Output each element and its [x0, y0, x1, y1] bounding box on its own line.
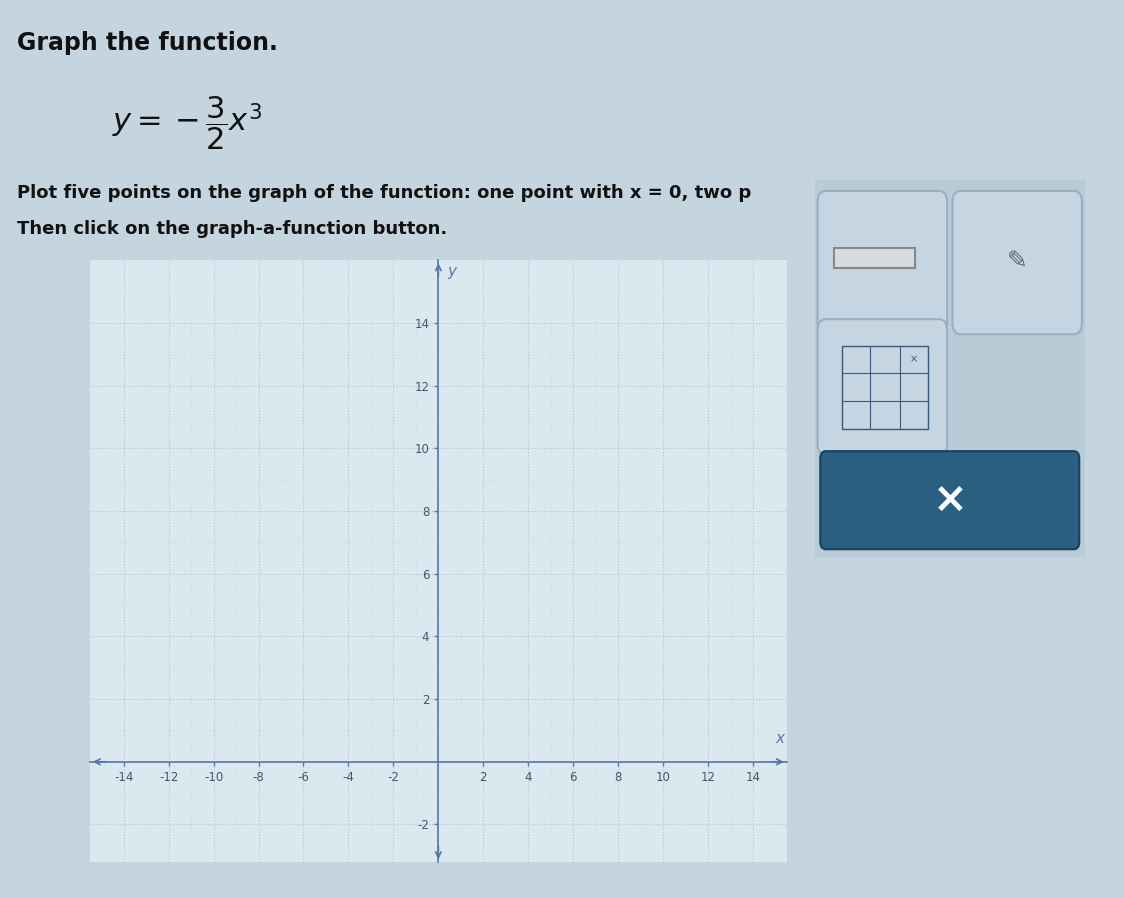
Text: ×: × — [910, 354, 918, 365]
Text: $y=-\dfrac{3}{2}x^{3}$: $y=-\dfrac{3}{2}x^{3}$ — [112, 94, 263, 152]
FancyBboxPatch shape — [817, 319, 948, 455]
Text: ▭: ▭ — [870, 249, 895, 273]
FancyBboxPatch shape — [809, 172, 1090, 564]
Text: ✎: ✎ — [1007, 249, 1027, 273]
Text: Graph the function.: Graph the function. — [17, 31, 278, 56]
Text: x: x — [776, 731, 785, 746]
Polygon shape — [834, 248, 915, 268]
FancyBboxPatch shape — [952, 191, 1082, 334]
Text: ×: × — [932, 480, 968, 521]
FancyBboxPatch shape — [817, 191, 948, 334]
Text: Then click on the graph-a-function button.: Then click on the graph-a-function butto… — [17, 220, 447, 238]
FancyBboxPatch shape — [821, 451, 1079, 550]
Text: Plot five points on the graph of the function: one point with x = 0, two p: Plot five points on the graph of the fun… — [17, 184, 751, 202]
Text: y: y — [447, 264, 456, 279]
